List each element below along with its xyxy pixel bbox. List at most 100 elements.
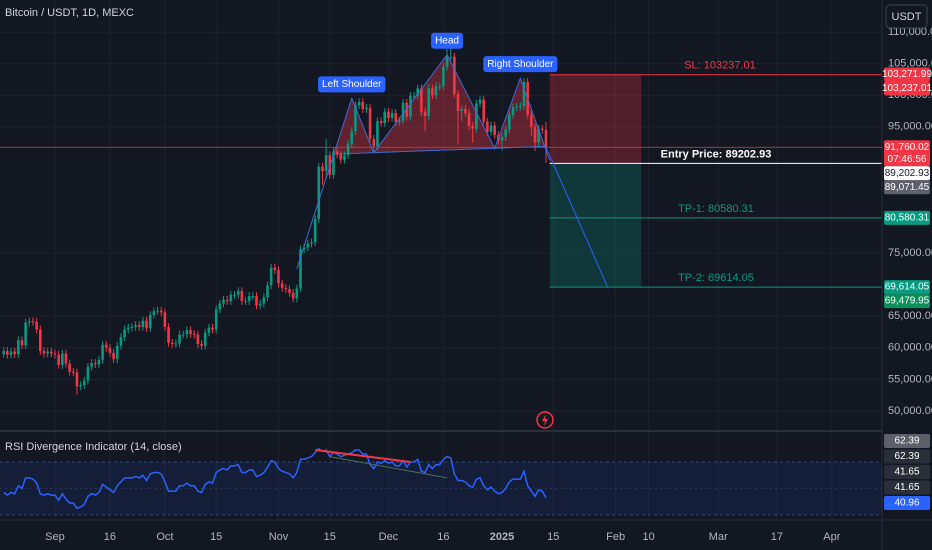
price-tag [884, 67, 930, 82]
currency-button[interactable]: USDT [885, 4, 928, 29]
candle-body [90, 362, 93, 367]
alert-icon[interactable] [536, 411, 554, 429]
candle-body [368, 107, 372, 139]
candle-body [486, 121, 489, 132]
x-tick-label: 16 [437, 531, 449, 543]
candle-body [17, 340, 20, 355]
candle-body [412, 95, 416, 97]
candle-body [332, 151, 335, 175]
alert-icon-ring[interactable] [536, 411, 554, 429]
candle-body [46, 351, 49, 354]
candle-body [82, 380, 86, 386]
alert-icon-bolt[interactable] [542, 414, 548, 426]
candle-body [42, 350, 46, 354]
candle-body [196, 334, 200, 345]
x-tick-label: Dec [379, 531, 399, 543]
candle-body [35, 321, 38, 330]
candle-body [335, 151, 339, 155]
candle-body [321, 166, 324, 171]
candle-body [31, 321, 35, 323]
candle-body [427, 88, 431, 117]
divergence-line [329, 456, 448, 479]
candle-body [207, 327, 211, 333]
candle-body [519, 105, 522, 107]
candle-body [372, 138, 376, 147]
price-tag-label: 69,614.05 [885, 282, 930, 293]
candle-body [145, 320, 148, 329]
price-tag [884, 180, 930, 195]
x-tick-label: 15 [210, 531, 222, 543]
candle-body [262, 297, 266, 304]
pattern-label-text: Left Shoulder [322, 79, 382, 90]
candle-body [97, 359, 101, 365]
candle-body [170, 342, 174, 345]
candle-body [273, 267, 277, 271]
candle-body [434, 86, 438, 96]
candle-body [464, 109, 467, 113]
pattern-label-box [483, 56, 558, 73]
candle-body [101, 344, 104, 360]
y-tick-label: 65,000.00 [888, 310, 932, 322]
candle-body [376, 121, 379, 147]
candle-body [269, 267, 273, 286]
candle-body [478, 99, 482, 104]
candle-body [383, 111, 387, 124]
x-tick-label: Feb [606, 531, 625, 543]
candle-body [467, 112, 471, 127]
indicator-tag [884, 434, 930, 448]
candle-body [295, 288, 299, 299]
candle-body [189, 330, 192, 334]
candle-body [522, 81, 526, 106]
candle-body [57, 354, 60, 365]
candle-body [9, 351, 13, 355]
candle-body [405, 102, 409, 117]
currency-button-label[interactable]: USDT [892, 11, 922, 23]
price-tag [884, 140, 930, 167]
x-tick-label: Sep [45, 531, 65, 543]
price-tag-label: 69,479.95 [885, 296, 930, 307]
pattern-label-text: Head [435, 35, 459, 46]
candle-body [394, 112, 398, 122]
candle-body [93, 362, 97, 365]
candle-body [75, 372, 79, 387]
candle-body [390, 112, 394, 118]
x-tick-label: 15 [324, 531, 336, 543]
candle-body [28, 321, 31, 323]
x-tick-label: Nov [269, 531, 289, 543]
y-tick-label: 105,000.00 [888, 58, 932, 70]
y-tick-label: 75,000.00 [888, 247, 932, 259]
target-label: TP-1: 80580.31 [678, 203, 754, 215]
y-tick-label: 60,000.00 [888, 342, 932, 354]
candle-body [346, 143, 350, 156]
candle-body [354, 105, 357, 132]
candle-body [508, 114, 511, 130]
y-tick-label: 110,000.00 [888, 26, 932, 38]
candle-body [104, 344, 108, 348]
candle-body [163, 312, 167, 327]
candle-body [420, 88, 423, 112]
candle-body [159, 310, 163, 313]
candle-body [141, 320, 145, 327]
x-tick-label: 15 [547, 531, 559, 543]
candle-body [361, 102, 365, 110]
price-tag-label: 89,071.45 [885, 182, 930, 193]
price-tag-label: 91,760.02 [885, 142, 930, 153]
candle-body [401, 102, 405, 121]
candle-body [475, 103, 478, 129]
stop-label: SL: 103237.01 [684, 60, 756, 72]
candle-body [218, 303, 222, 310]
pattern-label: Head [431, 32, 463, 49]
candle-body [68, 363, 71, 372]
candle-body [471, 126, 474, 129]
candle-body [537, 128, 540, 143]
candle-body [174, 343, 178, 345]
candle-body [365, 107, 368, 110]
indicator-tag-label: 62.39 [894, 436, 919, 447]
entry-label: Entry Price: 89202.93 [661, 148, 772, 160]
candle-body [266, 285, 269, 298]
currency-button-frame[interactable] [885, 4, 928, 29]
candle-body [280, 283, 284, 288]
candle-body [60, 353, 64, 365]
candle-body [357, 102, 361, 106]
